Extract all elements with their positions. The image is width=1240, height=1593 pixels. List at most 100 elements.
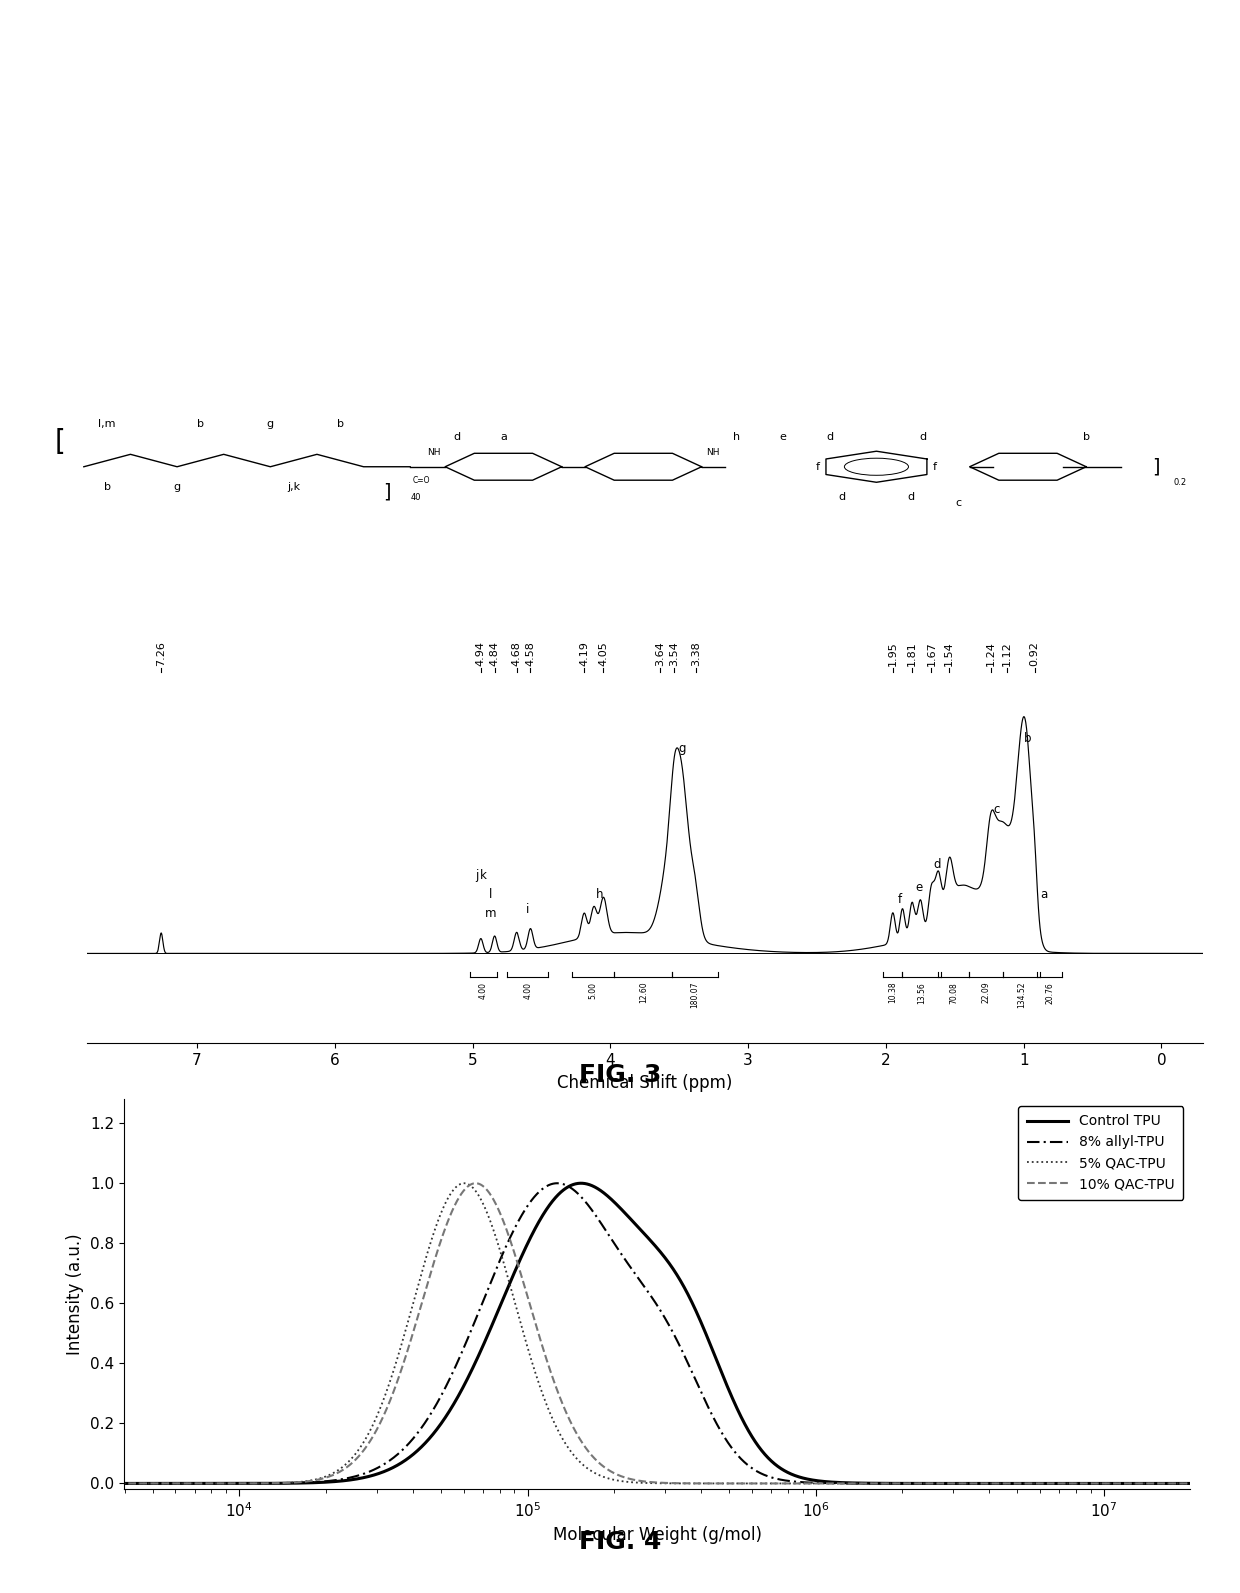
8% allyl-TPU xyxy=(549,1174,564,1193)
10% QAC-TPU xyxy=(469,1174,484,1193)
5% QAC-TPU xyxy=(949,1474,963,1493)
10% QAC-TPU xyxy=(949,1474,963,1493)
Text: g: g xyxy=(678,741,686,755)
Line: 10% QAC-TPU: 10% QAC-TPU xyxy=(95,1184,1240,1483)
Control TPU xyxy=(949,1474,963,1493)
Line: Control TPU: Control TPU xyxy=(95,1184,1240,1483)
Control TPU xyxy=(1035,1474,1050,1493)
Text: FIG. 4: FIG. 4 xyxy=(579,1529,661,1555)
Text: d: d xyxy=(934,857,941,870)
Text: b: b xyxy=(1024,733,1032,746)
Control TPU xyxy=(298,1474,312,1493)
Text: e: e xyxy=(780,432,786,441)
Text: d: d xyxy=(920,432,926,441)
Text: 22.09: 22.09 xyxy=(981,981,991,1004)
Text: 1.81: 1.81 xyxy=(908,640,918,666)
Text: h: h xyxy=(595,889,603,902)
Text: a: a xyxy=(1040,889,1048,902)
5% QAC-TPU xyxy=(298,1472,312,1491)
Text: 0.2: 0.2 xyxy=(1173,478,1187,487)
Text: c: c xyxy=(993,803,999,816)
Text: 4.84: 4.84 xyxy=(490,640,500,666)
8% allyl-TPU xyxy=(780,1470,795,1489)
5% QAC-TPU xyxy=(88,1474,103,1493)
5% QAC-TPU xyxy=(528,1365,543,1384)
Text: d: d xyxy=(826,432,833,441)
Text: c: c xyxy=(955,497,961,508)
8% allyl-TPU xyxy=(528,1185,543,1204)
Control TPU xyxy=(780,1462,795,1481)
Control TPU xyxy=(88,1474,103,1493)
Text: 13.56: 13.56 xyxy=(918,981,926,1004)
Text: 7.26: 7.26 xyxy=(156,640,166,666)
Text: a: a xyxy=(500,432,507,441)
Text: h: h xyxy=(733,432,740,441)
Text: 0.92: 0.92 xyxy=(1029,640,1039,666)
Text: 70.08: 70.08 xyxy=(949,981,959,1004)
Text: j: j xyxy=(475,870,479,883)
Text: FIG. 3: FIG. 3 xyxy=(579,1063,661,1088)
Text: 1.12: 1.12 xyxy=(1002,640,1012,666)
8% allyl-TPU xyxy=(1035,1474,1050,1493)
Text: 3.38: 3.38 xyxy=(691,640,701,666)
X-axis label: Molecular Weight (g/mol): Molecular Weight (g/mol) xyxy=(553,1526,761,1544)
Text: 134.52: 134.52 xyxy=(1017,981,1027,1008)
Text: 4.94: 4.94 xyxy=(476,640,486,666)
8% allyl-TPU xyxy=(838,1474,853,1493)
Text: i: i xyxy=(526,903,529,916)
Text: 40: 40 xyxy=(410,494,420,502)
Line: 5% QAC-TPU: 5% QAC-TPU xyxy=(95,1184,1240,1483)
Text: j,k: j,k xyxy=(288,483,300,492)
X-axis label: Chemical Shift (ppm): Chemical Shift (ppm) xyxy=(557,1074,733,1091)
Text: NH: NH xyxy=(427,449,440,457)
Text: d: d xyxy=(908,492,915,502)
Text: 20.76: 20.76 xyxy=(1045,981,1054,1004)
Text: k: k xyxy=(480,870,487,883)
Text: g: g xyxy=(267,419,274,430)
Text: b: b xyxy=(197,419,203,430)
Text: b: b xyxy=(337,419,343,430)
Text: d: d xyxy=(454,432,460,441)
Text: 10.38: 10.38 xyxy=(888,981,898,1004)
Text: 1.24: 1.24 xyxy=(986,640,996,666)
Text: l: l xyxy=(489,889,492,902)
Text: 1.54: 1.54 xyxy=(945,640,955,666)
5% QAC-TPU xyxy=(838,1474,853,1493)
Text: 3.64: 3.64 xyxy=(655,640,665,666)
Text: 1.95: 1.95 xyxy=(888,640,898,666)
5% QAC-TPU xyxy=(456,1174,471,1193)
Text: f: f xyxy=(932,462,936,472)
10% QAC-TPU xyxy=(88,1474,103,1493)
10% QAC-TPU xyxy=(1035,1474,1050,1493)
10% QAC-TPU xyxy=(528,1316,543,1335)
Text: 180.07: 180.07 xyxy=(691,981,699,1008)
Text: 4.05: 4.05 xyxy=(599,640,609,666)
Text: 1.67: 1.67 xyxy=(926,640,936,666)
8% allyl-TPU xyxy=(298,1474,312,1493)
8% allyl-TPU xyxy=(88,1474,103,1493)
Control TPU xyxy=(838,1474,853,1493)
Text: 4.19: 4.19 xyxy=(579,640,589,666)
Text: 4.00: 4.00 xyxy=(479,981,489,999)
Text: ]: ] xyxy=(383,483,391,502)
Text: 4.00: 4.00 xyxy=(523,981,532,999)
Text: f: f xyxy=(816,462,820,472)
Text: b: b xyxy=(104,483,110,492)
Control TPU xyxy=(528,1219,543,1238)
Control TPU xyxy=(573,1174,588,1193)
Text: C=O: C=O xyxy=(413,476,430,484)
Text: 5.00: 5.00 xyxy=(589,981,598,999)
Line: 8% allyl-TPU: 8% allyl-TPU xyxy=(95,1184,1240,1483)
Text: 3.54: 3.54 xyxy=(668,640,678,666)
Text: l,m: l,m xyxy=(98,419,115,430)
Y-axis label: Intensity (a.u.): Intensity (a.u.) xyxy=(67,1233,84,1356)
Text: b: b xyxy=(1083,432,1090,441)
Text: f: f xyxy=(898,894,901,906)
Text: ]: ] xyxy=(1152,457,1159,476)
Text: e: e xyxy=(915,881,923,894)
5% QAC-TPU xyxy=(1035,1474,1050,1493)
10% QAC-TPU xyxy=(838,1474,853,1493)
10% QAC-TPU xyxy=(780,1474,795,1493)
10% QAC-TPU xyxy=(298,1472,312,1491)
Text: 12.60: 12.60 xyxy=(639,981,649,1004)
